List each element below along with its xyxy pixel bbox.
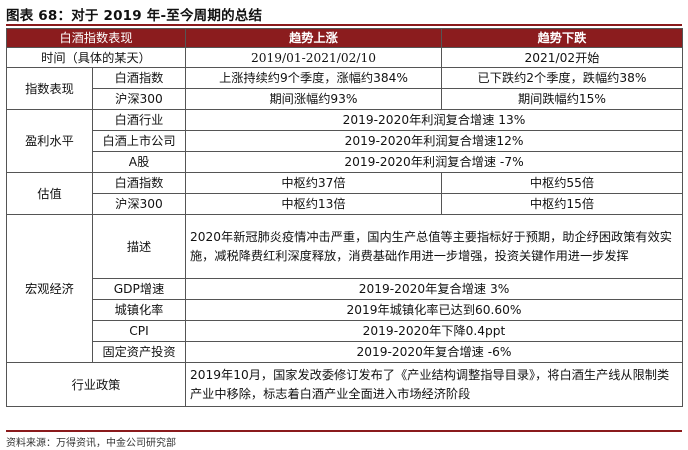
cell-value: 2019年城镇化率已达到60.60% [185, 299, 683, 321]
table-row: 固定资产投资 2019-2020年复合增速 -6% [7, 341, 683, 363]
table-row: 盈利水平 白酒行业 2019-2020年利润复合增速 13% [6, 109, 683, 173]
cell-value: 2019-2020年利润复合增速 -7% [185, 151, 683, 173]
bottom-rule [6, 430, 682, 432]
cell-down: 中枢约55倍 [441, 172, 683, 194]
table-row: GDP增速 2019-2020年复合增速 3% [7, 278, 683, 300]
group-valuation: 估值 [6, 172, 93, 215]
table-row: 行业政策 2019年10月，国家发改委修订发布了《产业结构调整指导目录》，将白酒… [6, 362, 683, 407]
row-label: 沪深300 [92, 88, 186, 110]
cell-value: 2019-2020年下降0.4ppt [185, 320, 683, 342]
macro-description: 2020年新冠肺炎疫情冲击严重，国内生产总值等主要指标好于预期，助企纾困政策有效… [185, 214, 683, 279]
cell-value: 2019-2020年利润复合增速12% [185, 130, 683, 152]
figure-title: 图表 68：对于 2019 年-至今周期的总结 [6, 4, 262, 24]
figure-label: 图表 68： [6, 8, 72, 24]
cell-up: 期间涨幅约93% [185, 88, 442, 110]
row-label: 白酒指数 [92, 172, 186, 194]
cell-value: 2019-2020年利润复合增速 13% [185, 109, 683, 131]
cell-up: 中枢约13倍 [185, 193, 442, 215]
table-row: 白酒上市公司 2019-2020年利润复合增速12% [7, 130, 683, 152]
cell-down: 中枢约15倍 [441, 193, 683, 215]
row-label: 固定资产投资 [92, 341, 186, 363]
group-profit: 盈利水平 [6, 109, 93, 173]
row-label: A股 [92, 151, 186, 173]
time-up: 2019/01-2021/02/10 [185, 47, 442, 68]
table-row: 宏观经济 描述 2020年新冠肺炎疫情冲击严重，国内生产总值等主要指标好于预期，… [6, 214, 683, 363]
row-label: CPI [92, 320, 186, 342]
row-label: 白酒行业 [92, 109, 186, 131]
cell-value: 2019-2020年复合增速 3% [185, 278, 683, 300]
time-label: 时间（具体的某天） [6, 47, 186, 68]
policy-label: 行业政策 [6, 362, 186, 407]
table-row: 城镇化率 2019年城镇化率已达到60.60% [7, 299, 683, 321]
row-label: GDP增速 [92, 278, 186, 300]
cell-up: 上涨持续约9个季度，涨幅约384% [185, 67, 442, 89]
source-note: 资料来源：万得资讯，中金公司研究部 [6, 438, 176, 449]
row-label: 白酒指数 [92, 67, 186, 89]
top-rule [6, 24, 682, 26]
group-index-performance: 指数表现 [6, 67, 93, 110]
row-label: 描述 [92, 214, 186, 279]
table-row: 沪深300 中枢约13倍 中枢约15倍 [7, 193, 683, 215]
header-row: 白酒指数表现 趋势上涨 趋势下跌 [6, 28, 683, 48]
table-row: 指数表现 白酒指数 上涨持续约9个季度，涨幅约384% 已下跌约2个季度，跌幅约… [6, 67, 683, 110]
cell-down: 期间跌幅约15% [441, 88, 683, 110]
group-macro: 宏观经济 [6, 214, 93, 363]
row-label: 白酒上市公司 [92, 130, 186, 152]
summary-table: 白酒指数表现 趋势上涨 趋势下跌 时间（具体的某天） 2019/01-2021/… [6, 28, 683, 407]
table-row: 估值 白酒指数 中枢约37倍 中枢约55倍 [6, 172, 683, 215]
time-row: 时间（具体的某天） 2019/01-2021/02/10 2021/02开始 [6, 47, 683, 68]
cell-down: 已下跌约2个季度，跌幅约38% [441, 67, 683, 89]
figure-title-text: 对于 2019 年-至今周期的总结 [71, 8, 263, 24]
header-index-performance: 白酒指数表现 [6, 28, 186, 48]
time-down: 2021/02开始 [441, 47, 683, 68]
row-label: 沪深300 [92, 193, 186, 215]
cell-up: 中枢约37倍 [185, 172, 442, 194]
row-label: 城镇化率 [92, 299, 186, 321]
table-row: A股 2019-2020年利润复合增速 -7% [7, 151, 683, 173]
table-row: CPI 2019-2020年下降0.4ppt [7, 320, 683, 342]
policy-description: 2019年10月，国家发改委修订发布了《产业结构调整指导目录》，将白酒生产线从限… [185, 362, 683, 407]
header-downtrend: 趋势下跌 [441, 28, 683, 48]
header-uptrend: 趋势上涨 [185, 28, 442, 48]
cell-value: 2019-2020年复合增速 -6% [185, 341, 683, 363]
table-row: 沪深300 期间涨幅约93% 期间跌幅约15% [7, 88, 683, 110]
